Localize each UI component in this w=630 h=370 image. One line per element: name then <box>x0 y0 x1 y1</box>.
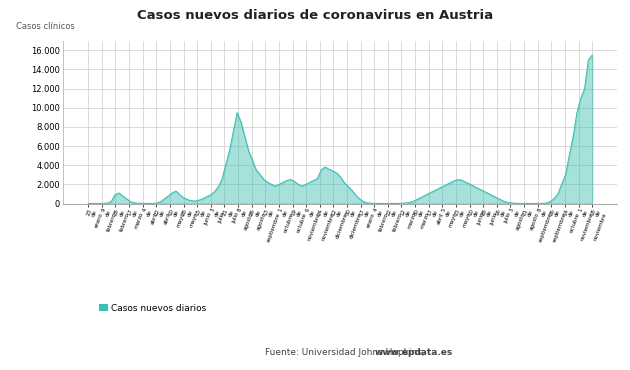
Text: Casos nuevos diarios de coronavirus en Austria: Casos nuevos diarios de coronavirus en A… <box>137 9 493 22</box>
Text: Fuente: Universidad Johns Hopkins,: Fuente: Universidad Johns Hopkins, <box>265 348 427 357</box>
Text: Casos clínicos: Casos clínicos <box>16 22 74 31</box>
Text: www.epdata.es: www.epdata.es <box>375 348 453 357</box>
Legend: Casos nuevos diarios: Casos nuevos diarios <box>95 300 210 316</box>
